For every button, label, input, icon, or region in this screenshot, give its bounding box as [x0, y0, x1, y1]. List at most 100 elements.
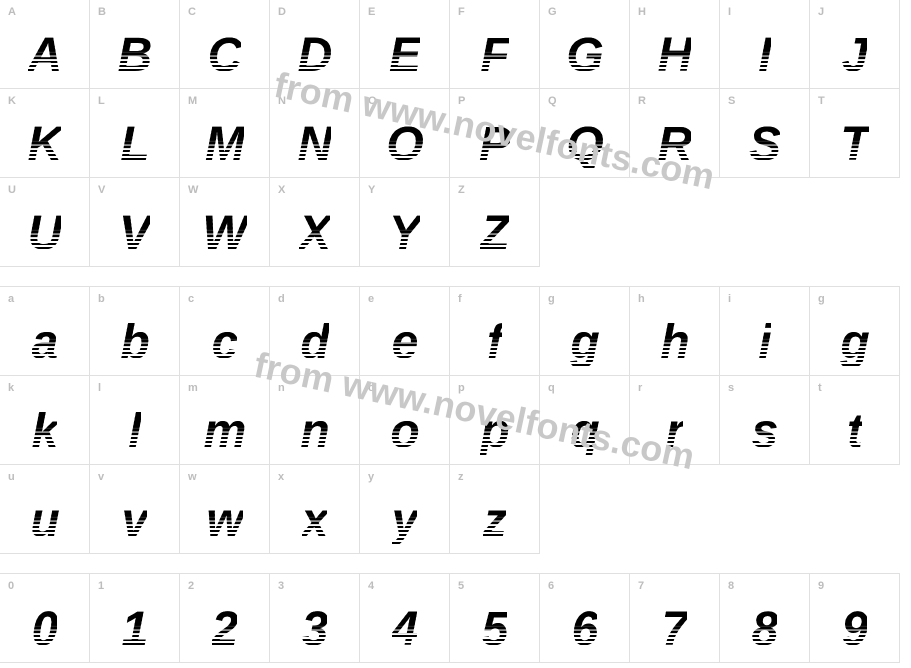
- glyph-cell-label: J: [818, 6, 824, 18]
- glyph-cell: JJJ: [809, 0, 900, 89]
- glyph-cell: MMM: [179, 88, 270, 178]
- glyph-cell-label: i: [728, 293, 731, 305]
- glyph-cell-label: Z: [458, 184, 465, 196]
- glyph-cell: OOO: [359, 88, 450, 178]
- section-uppercase: AAABBBCCCDDDEEEFFFGGGHHHIIIJJJKKKLLLMMMN…: [0, 0, 911, 267]
- glyph-cell: nnn: [269, 375, 360, 465]
- glyph-cell: zzz: [449, 464, 540, 554]
- glyph-cell: RRR: [629, 88, 720, 178]
- glyph-cell: uuu: [0, 464, 90, 554]
- glyph-cell-label: c: [188, 293, 194, 305]
- glyph-cell: UUU: [0, 177, 90, 267]
- glyph-cell-label: s: [728, 382, 734, 394]
- glyph-cell-label: H: [638, 6, 646, 18]
- glyph-cell-glyph: 33: [270, 606, 359, 654]
- glyph-cell-label: d: [278, 293, 285, 305]
- glyph-cell: LLL: [89, 88, 180, 178]
- glyph-cell: mmm: [179, 375, 270, 465]
- glyph-cell: ZZZ: [449, 177, 540, 267]
- glyph-cell: ggg: [809, 286, 900, 376]
- glyph-cell: bbb: [89, 286, 180, 376]
- glyph-cell-label: a: [8, 293, 14, 305]
- glyph-cell-label: I: [728, 6, 731, 18]
- glyph-cell-glyph: cc: [180, 319, 269, 367]
- glyph-cell: www: [179, 464, 270, 554]
- glyph-cell-label: A: [8, 6, 16, 18]
- glyph-cell-glyph: 00: [0, 606, 89, 654]
- glyph-cell-glyph: nn: [270, 408, 359, 456]
- glyph-cell-label: o: [368, 382, 375, 394]
- glyph-cell-glyph: DD: [270, 32, 359, 80]
- glyph-cell-glyph: XX: [270, 210, 359, 258]
- glyph-cell-glyph: ii: [720, 319, 809, 367]
- glyph-cell: III: [719, 0, 810, 89]
- glyph-cell-glyph: pp: [450, 408, 539, 456]
- section-spacer: [0, 554, 911, 574]
- glyph-cell-glyph: qq: [540, 408, 629, 456]
- glyph-cell-glyph: kk: [0, 408, 89, 456]
- glyph-cell: aaa: [0, 286, 90, 376]
- glyph-cell-label: L: [98, 95, 105, 107]
- glyph-cell-glyph: aa: [0, 319, 89, 367]
- glyph-cell-glyph: FF: [450, 32, 539, 80]
- glyph-cell: 111: [89, 573, 180, 663]
- glyph-cell-glyph: zz: [450, 497, 539, 545]
- glyph-cell: SSS: [719, 88, 810, 178]
- glyph-cell-label: y: [368, 471, 374, 483]
- glyph-cell-label: B: [98, 6, 106, 18]
- glyph-cell-label: g: [548, 293, 555, 305]
- glyph-cell-glyph: LL: [90, 121, 179, 169]
- glyph-cell-glyph: 99: [810, 606, 899, 654]
- glyph-cell-label: b: [98, 293, 105, 305]
- glyph-cell-glyph: ff: [450, 319, 539, 367]
- charmap-container: from www.novelfonts.com from www.novelfo…: [0, 0, 911, 663]
- glyph-cell: KKK: [0, 88, 90, 178]
- glyph-cell-label: F: [458, 6, 465, 18]
- glyph-cell-label: e: [368, 293, 374, 305]
- glyph-cell-glyph: TT: [810, 121, 899, 169]
- glyph-cell-glyph: KK: [0, 121, 89, 169]
- glyph-cell: vvv: [89, 464, 180, 554]
- glyph-cell-glyph: dd: [270, 319, 359, 367]
- glyph-cell: xxx: [269, 464, 360, 554]
- glyph-cell-glyph: CC: [180, 32, 269, 80]
- glyph-cell: XXX: [269, 177, 360, 267]
- glyph-cell: rrr: [629, 375, 720, 465]
- glyph-cell-label: 8: [728, 580, 734, 592]
- glyph-cell-label: h: [638, 293, 645, 305]
- glyph-cell: sss: [719, 375, 810, 465]
- glyph-cell-label: q: [548, 382, 555, 394]
- glyph-cell: hhh: [629, 286, 720, 376]
- glyph-cell: ooo: [359, 375, 450, 465]
- glyph-cell-glyph: PP: [450, 121, 539, 169]
- glyph-cell: EEE: [359, 0, 450, 89]
- glyph-cell: AAA: [0, 0, 90, 89]
- glyph-cell-glyph: 55: [450, 606, 539, 654]
- glyph-cell-glyph: ll: [90, 408, 179, 456]
- glyph-cell-label: D: [278, 6, 286, 18]
- glyph-cell-label: W: [188, 184, 198, 196]
- glyph-cell-glyph: WW: [180, 210, 269, 258]
- glyph-cell-glyph: VV: [90, 210, 179, 258]
- glyph-cell-label: x: [278, 471, 284, 483]
- glyph-cell: eee: [359, 286, 450, 376]
- glyph-cell-glyph: gg: [540, 319, 629, 367]
- glyph-cell-label: K: [8, 95, 16, 107]
- glyph-cell-label: w: [188, 471, 197, 483]
- glyph-cell: YYY: [359, 177, 450, 267]
- glyph-cell-glyph: gg: [810, 319, 899, 367]
- section-spacer: [0, 267, 911, 287]
- glyph-cell-glyph: ZZ: [450, 210, 539, 258]
- glyph-cell-glyph: BB: [90, 32, 179, 80]
- glyph-cell-label: 0: [8, 580, 14, 592]
- glyph-cell-label: 5: [458, 580, 464, 592]
- glyph-cell: 666: [539, 573, 630, 663]
- section-digits: 000111222333444555666777888999: [0, 574, 911, 663]
- glyph-cell-glyph: yy: [360, 497, 449, 545]
- glyph-cell-glyph: II: [720, 32, 809, 80]
- glyph-cell-label: Y: [368, 184, 375, 196]
- glyph-cell: WWW: [179, 177, 270, 267]
- glyph-cell-glyph: OO: [360, 121, 449, 169]
- section-lowercase: aaabbbcccdddeeefffggghhhiiigggkkklllmmmn…: [0, 287, 911, 554]
- glyph-cell: kkk: [0, 375, 90, 465]
